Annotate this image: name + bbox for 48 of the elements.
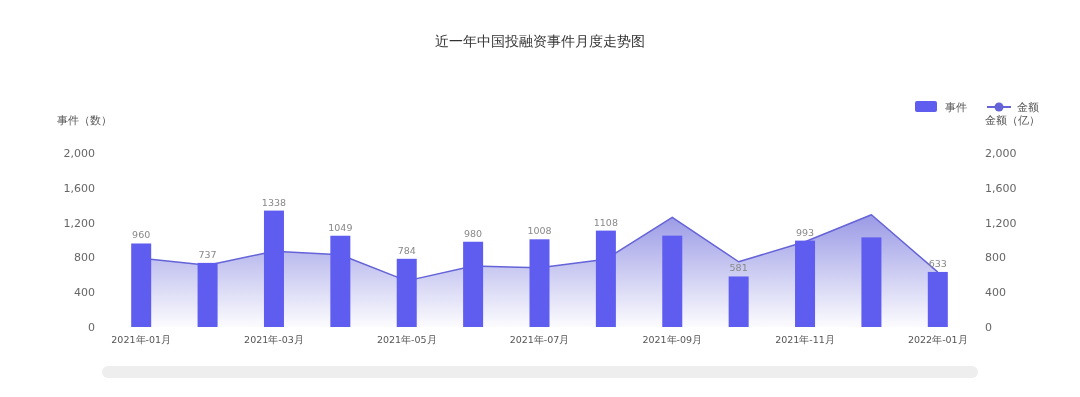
bar — [662, 235, 683, 327]
bar — [197, 262, 218, 327]
bar — [263, 210, 284, 327]
bar — [131, 243, 152, 327]
y2-tick-label: 0 — [985, 321, 992, 334]
y-tick-label: 1,600 — [63, 181, 95, 195]
y-tick-label: 1,200 — [63, 216, 95, 230]
bar — [927, 271, 948, 327]
bar — [396, 258, 417, 327]
y2-tick-label: 800 — [985, 251, 1006, 265]
data-label: 784 — [397, 244, 416, 256]
x-tick-label: 2021年-09月 — [642, 334, 703, 345]
data-label: 1108 — [593, 216, 618, 228]
legend-label: 金额 — [1017, 101, 1039, 114]
bar — [795, 240, 816, 327]
y2-tick-label: 400 — [985, 286, 1006, 300]
bar — [463, 241, 484, 327]
y2-axis-title: 金额（亿） — [985, 114, 1040, 127]
y-axis-title: 事件（数） — [57, 114, 112, 127]
y-tick-label: 2,000 — [63, 147, 95, 160]
data-label: 581 — [729, 262, 748, 274]
x-tick-label: 2021年-03月 — [244, 334, 304, 345]
x-tick-label: 2022年-01月 — [907, 334, 968, 345]
data-label: 1008 — [527, 225, 552, 237]
data-label: 1338 — [261, 196, 287, 208]
bar — [529, 239, 550, 327]
bar — [861, 237, 882, 327]
chart-title: 近一年中国投融资事件月度走势图 — [435, 33, 645, 49]
x-tick-label: 2021年-07月 — [509, 334, 570, 345]
bar — [330, 235, 351, 327]
data-label: 1049 — [328, 221, 353, 233]
x-tick-label: 2021年-05月 — [376, 334, 437, 345]
y2-tick-label: 2,000 — [985, 147, 1017, 160]
bar — [728, 276, 749, 327]
y2-tick-label: 1,600 — [985, 181, 1017, 195]
data-label: 737 — [198, 248, 217, 260]
legend-label: 事件 — [945, 101, 967, 114]
data-label: 960 — [132, 229, 151, 241]
bar — [595, 230, 616, 327]
y2-tick-label: 1,200 — [985, 216, 1017, 230]
x-tick-label: 2021年-01月 — [111, 334, 172, 345]
y-tick-label: 400 — [74, 286, 95, 300]
data-label: 633 — [928, 257, 947, 269]
x-tick-label: 2021年-11月 — [775, 334, 835, 345]
y-tick-label: 800 — [74, 251, 95, 265]
data-label: 993 — [795, 226, 815, 238]
y-tick-label: 0 — [88, 321, 95, 334]
data-label: 980 — [464, 227, 483, 239]
